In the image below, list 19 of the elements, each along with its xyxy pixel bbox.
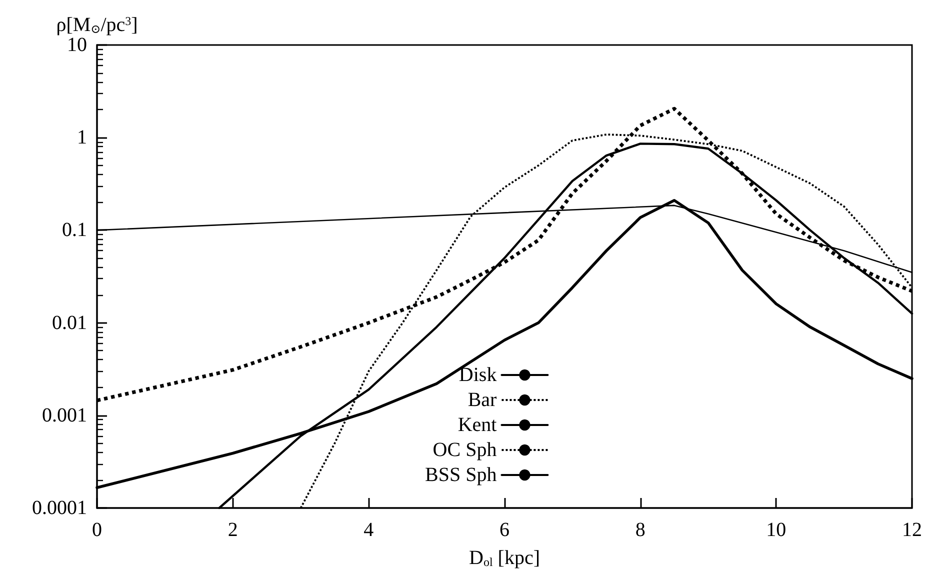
y-tick-label: 1: [77, 126, 87, 149]
x-tick-label: 10: [766, 519, 786, 541]
y-tick-label: 0.001: [42, 404, 87, 426]
legend-label: Bar: [468, 389, 498, 411]
x-tick-label: 8: [635, 519, 646, 541]
x-axis-title: Dol [kpc]: [469, 547, 540, 569]
legend-label: Disk: [458, 364, 497, 386]
x-tick-label: 4: [364, 519, 374, 541]
legend-label: BSS Sph: [424, 464, 497, 486]
y-tick-label: 0.0001: [32, 497, 87, 519]
x-tick-label: 0: [92, 519, 102, 541]
x-tick-label: 2: [228, 519, 238, 541]
x-tick-label: 6: [500, 519, 510, 541]
x-tick-label: 12: [902, 519, 922, 541]
legend-label: OC Sph: [432, 439, 497, 461]
y-tick-label: 0.1: [62, 219, 87, 242]
y-tick-label: 0.01: [52, 312, 87, 334]
y-tick-label: 10: [67, 34, 87, 56]
legend-label: Kent: [458, 414, 498, 436]
